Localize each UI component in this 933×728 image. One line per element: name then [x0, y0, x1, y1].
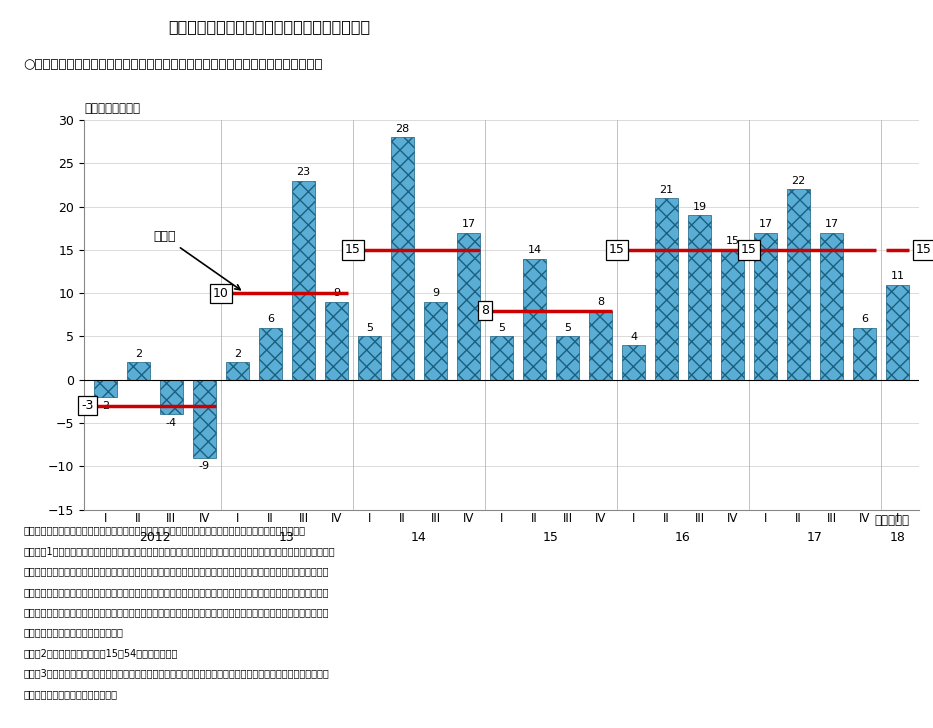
Bar	[258, 328, 283, 380]
Text: 職員・従業員のうち、過去３年間に離職を行い、前職が正規の職員・従業員であった者を指し、ここで「正: 職員・従業員のうち、過去３年間に離職を行い、前職が正規の職員・従業員であった者を…	[23, 587, 328, 597]
Text: 22: 22	[791, 176, 806, 186]
Bar	[621, 345, 646, 380]
Bar	[160, 380, 183, 414]
Text: 17: 17	[759, 219, 773, 229]
Text: 6: 6	[267, 314, 274, 325]
Bar	[720, 250, 745, 380]
Text: 17: 17	[807, 531, 823, 545]
Text: -4: -4	[166, 418, 177, 428]
Text: （年・期）: （年・期）	[874, 514, 910, 527]
Text: -2: -2	[100, 400, 111, 411]
Bar	[688, 215, 711, 380]
Text: 9: 9	[432, 288, 439, 298]
Text: 9: 9	[333, 288, 340, 298]
Bar	[93, 380, 118, 397]
Text: 5: 5	[564, 323, 571, 333]
Text: 3）各項目の値は、千の位で四捨五入しているため、各年の値の平均値が年平均の値と一致しない場合もある: 3）各項目の値は、千の位で四捨五入しているため、各年の値の平均値が年平均の値と一…	[23, 668, 329, 678]
Text: 2: 2	[234, 349, 241, 359]
Text: 2: 2	[135, 349, 142, 359]
Bar	[820, 233, 843, 380]
Text: 8: 8	[597, 297, 604, 307]
Bar	[655, 198, 678, 380]
Text: ことに留意が必要である。: ことに留意が必要である。	[23, 689, 118, 699]
Text: 14: 14	[411, 531, 427, 545]
Text: 5: 5	[366, 323, 373, 333]
Text: -9: -9	[199, 461, 210, 471]
Text: 19: 19	[692, 202, 706, 212]
Bar	[787, 189, 811, 380]
Text: 14: 14	[527, 245, 541, 255]
Text: 資料出所　総務省統計局　「労働力調査（詳細集計）」をもとに厕生労働省労働政策担当参事官室にて作成: 資料出所 総務省統計局 「労働力調査（詳細集計）」をもとに厕生労働省労働政策担当…	[23, 526, 305, 536]
Bar	[292, 181, 315, 380]
Text: 2）図における対象は、15～54歳としている。: 2）図における対象は、15～54歳としている。	[23, 648, 177, 658]
Text: 15: 15	[916, 243, 932, 256]
Text: 5: 5	[498, 323, 505, 333]
Text: 6: 6	[861, 314, 868, 325]
Bar	[490, 336, 513, 380]
Text: 規転換を行った者の人数」とは、「非正規から正規へ転換した者」から「正規から非正規へ転換した者」の: 規転換を行った者の人数」とは、「非正規から正規へ転換した者」から「正規から非正規…	[23, 607, 328, 617]
Bar	[424, 302, 447, 380]
Text: 15: 15	[609, 243, 625, 256]
Text: 年平均: 年平均	[154, 231, 240, 290]
Text: 前職が非正規の職員・従業員であった者を指し、「正規から非正規へ転換した者」は、雇用形態が非正規の: 前職が非正規の職員・従業員であった者を指し、「正規から非正規へ転換した者」は、雇…	[23, 566, 328, 577]
Text: 16: 16	[675, 531, 691, 545]
Bar	[885, 285, 910, 380]
Text: ○　５～５４歳で正規転換を行った者の人数は、５年連続でプラスとなっている。: ○ ５～５４歳で正規転換を行った者の人数は、５年連続でプラスとなっている。	[23, 58, 323, 71]
Text: 17: 17	[825, 219, 839, 229]
Text: 11: 11	[891, 271, 905, 281]
Bar	[589, 311, 612, 380]
Text: 15: 15	[543, 531, 559, 545]
Bar	[192, 380, 216, 458]
Text: 21: 21	[660, 185, 674, 194]
Bar	[853, 328, 876, 380]
Text: 13: 13	[279, 531, 295, 545]
Bar	[325, 302, 348, 380]
Text: （注）　1）「非正規から正規へ転換した者」は、雇用形態が正規の職員・従業員のうち、過去３年間に離職を行い、: （注） 1）「非正規から正規へ転換した者」は、雇用形態が正規の職員・従業員のうち…	[23, 546, 335, 556]
Text: 17: 17	[462, 219, 476, 229]
Text: 非正規雇用から正規雇用への転換に関する動向: 非正規雇用から正規雇用への転換に関する動向	[168, 19, 370, 33]
Text: 8: 8	[481, 304, 489, 317]
Text: -3: -3	[81, 399, 93, 412]
Text: 人数を差し引いた値を指す。: 人数を差し引いた値を指す。	[23, 628, 123, 638]
Bar	[556, 336, 579, 380]
Text: 28: 28	[396, 124, 410, 134]
Bar	[357, 336, 382, 380]
Text: 23: 23	[297, 167, 311, 177]
Text: 18: 18	[889, 531, 906, 545]
Bar	[522, 258, 547, 380]
Text: （: （	[0, 727, 1, 728]
Bar	[754, 233, 777, 380]
Bar	[127, 363, 150, 380]
Bar	[226, 363, 249, 380]
Text: 15: 15	[345, 243, 361, 256]
Text: 15: 15	[726, 237, 740, 247]
Bar	[391, 138, 414, 380]
Text: （増減差・万人）: （増減差・万人）	[84, 102, 140, 115]
Text: 15: 15	[741, 243, 757, 256]
Text: 10: 10	[213, 287, 229, 300]
Text: 2012: 2012	[139, 531, 171, 545]
Bar	[456, 233, 480, 380]
Text: 第１－（2）－19図: 第１－（2）－19図	[28, 19, 117, 33]
Text: 4: 4	[630, 332, 637, 341]
